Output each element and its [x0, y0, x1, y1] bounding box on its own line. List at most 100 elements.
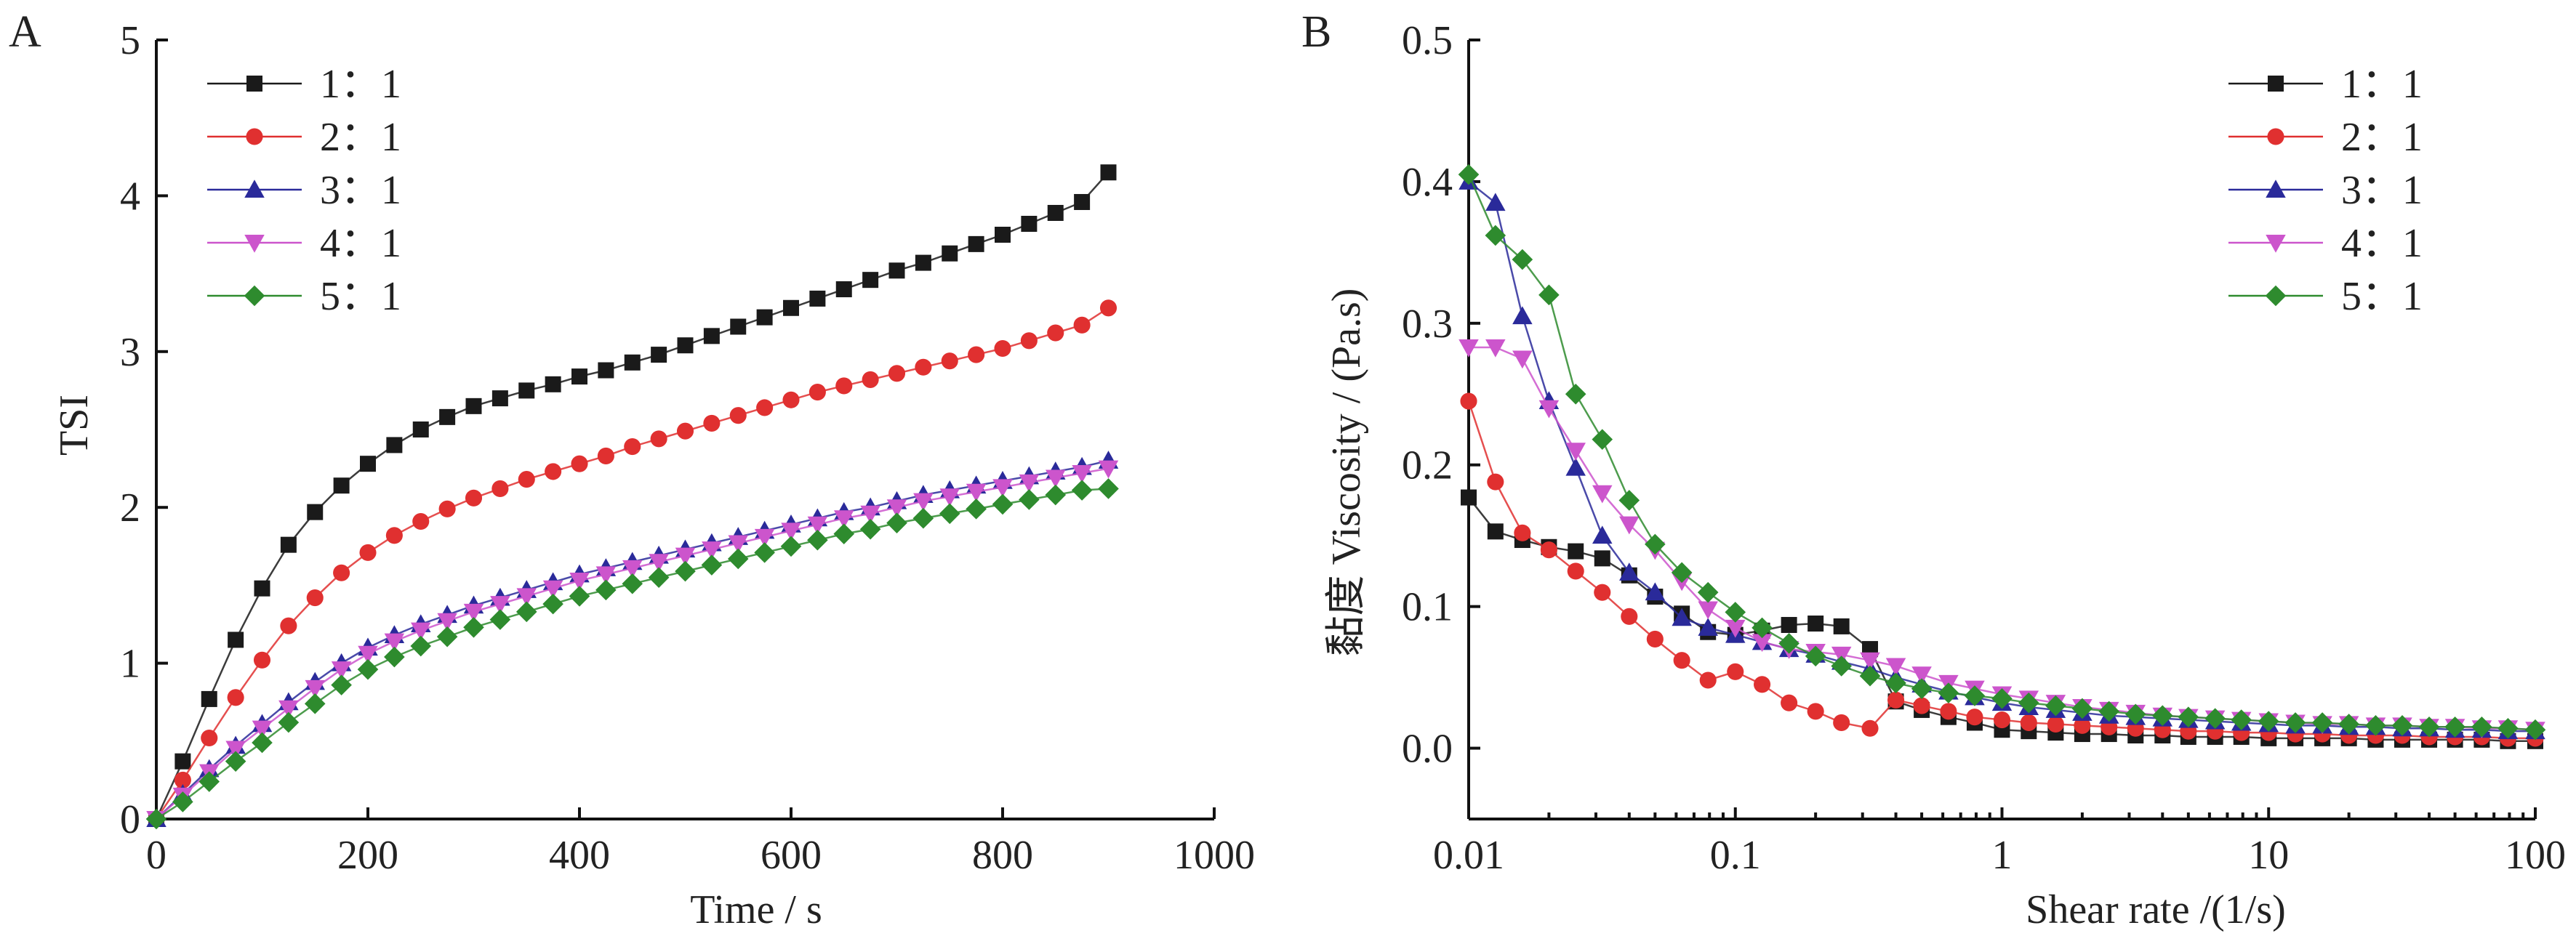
panel-a-series-5-point — [463, 616, 484, 638]
panel-a-series-2-point — [412, 512, 430, 531]
panel-b-series-5-point — [1831, 655, 1852, 677]
panel-b-series-3-point — [1619, 562, 1640, 581]
panel-b-series-2-point — [1540, 541, 1557, 559]
panel-b-series-2-point — [1807, 703, 1824, 720]
panel-a-x-tick-label: 200 — [337, 833, 398, 878]
panel-a-series-5-point — [675, 560, 696, 582]
panel-a-x-tick-label: 600 — [761, 833, 822, 878]
panel-b-series-2-point — [1567, 562, 1584, 580]
panel-a-x-tick-label: 800 — [972, 833, 1033, 878]
panel-b-series-2-point — [1887, 691, 1905, 709]
panel-a-series-4-point — [358, 645, 378, 664]
panel-b-series-5-point — [2444, 717, 2465, 738]
panel-a-series-1-point — [465, 398, 482, 414]
panel-a-series-1-point — [730, 318, 747, 335]
panel-b-series-4-point — [1860, 652, 1880, 671]
panel-a-series-2-point — [333, 564, 350, 581]
panel-a-series-4-point — [252, 720, 273, 739]
panel-a-series-4-point — [834, 510, 854, 528]
panel-b-series-5-point — [1778, 633, 1799, 654]
panel-b-series-line-4 — [1469, 346, 2536, 731]
panel-a-series-2-point — [306, 589, 324, 607]
panel-b-series-5-point — [1911, 678, 1933, 699]
panel-a-series-4-point — [966, 483, 987, 502]
panel-b-series-5-point — [2152, 705, 2173, 727]
panel-b-series-2-point — [1699, 671, 1717, 689]
panel-a-series-1-point — [995, 227, 1011, 243]
panel-a-series-1-point — [386, 437, 403, 453]
panel-a-series-2-point — [491, 480, 509, 498]
panel-b-series-5-point — [1859, 665, 1881, 687]
panel-a-series-4-point — [542, 580, 563, 599]
panel-b-series-5-point — [2071, 698, 2093, 719]
panel-b-y-tick-label: 0.3 — [1402, 302, 1453, 347]
panel-a-series-1-point — [174, 753, 191, 770]
panel-a-y-tick-label: 5 — [120, 18, 140, 63]
panel-b-series-2-point — [1514, 524, 1531, 541]
panel-a-series-1-point — [307, 504, 324, 520]
panel-a-series-2-point — [385, 527, 403, 544]
panel-a-series-4-point — [305, 679, 325, 698]
panel-a-series-2-point — [624, 438, 641, 456]
panel-a-series-line-4 — [156, 467, 1109, 820]
panel-a-legend-marker-4 — [244, 235, 265, 253]
panel-a-x-axis-label: Time / s — [690, 887, 822, 932]
panel-b-series-2-point — [1993, 711, 2011, 729]
panel-b-series-4-point — [1485, 339, 1506, 358]
panel-a-series-4-point — [1098, 460, 1119, 479]
panel-a-series-2-point — [703, 414, 721, 432]
panel-a-series-4-point — [225, 741, 246, 759]
panel-b-series-5-point — [2178, 706, 2199, 727]
panel-a-series-5-point — [1098, 478, 1119, 499]
panel-b-series-3-point — [1592, 525, 1613, 544]
panel-a-series-5-point — [939, 503, 960, 525]
panel-b-series-5-point — [2418, 717, 2440, 738]
panel-a-series-5-point — [515, 601, 537, 623]
panel-a-series-4-point — [1019, 474, 1040, 493]
panel-a-y-axis-label: TSI — [52, 395, 97, 456]
panel-a-series-4-point — [781, 523, 801, 541]
panel-a-legend-marker-3 — [244, 179, 265, 198]
panel-b-series-5-point — [2311, 712, 2333, 733]
panel-b-legend-label-2: 2：1 — [2341, 115, 2423, 160]
panel-a-series-2-point — [174, 771, 191, 788]
panel-a-series-1-point — [835, 281, 852, 298]
panel-b-series-5-point — [2231, 709, 2252, 730]
panel-b-series-5-point — [2338, 714, 2359, 735]
panel-b-series-2-point — [1833, 714, 1850, 732]
panel-a-legend-marker-1 — [246, 76, 262, 92]
panel-a-series-5-point — [569, 586, 590, 607]
panel-a-legend-label-1: 1：1 — [320, 62, 401, 107]
panel-b-series-1-point — [1568, 543, 1584, 560]
panel-a-series-2-point — [862, 371, 879, 388]
panel-b-legend-marker-4 — [2266, 235, 2286, 253]
panel-a-legend-marker-5 — [244, 285, 265, 307]
panel-a-series-4-point — [411, 622, 431, 641]
panel-a-series-5-point — [859, 518, 881, 540]
panel-b-series-1-point — [1594, 550, 1610, 567]
panel-b-legend-label-1: 1：1 — [2341, 62, 2423, 107]
panel-a-series-2-point — [968, 346, 985, 363]
panel-a-y-tick-label: 2 — [120, 485, 140, 531]
panel-b-y-tick-label: 0.1 — [1402, 585, 1453, 630]
panel-b-series-4-point — [1565, 443, 1586, 461]
panel-a-series-1-point — [677, 337, 694, 354]
panel-a-series-5-point — [542, 593, 563, 615]
panel-a-series-4-point — [384, 633, 405, 652]
panel-a-series-1-point — [360, 456, 376, 472]
panel-b-x-tick-label: 100 — [2505, 833, 2566, 878]
panel-a-series-5-point — [1019, 489, 1040, 510]
panel-a: A Time / s TSI 0 200 400 600 800 1000 0 1 2 3 4 5 1：… — [9, 7, 1255, 932]
panel-b-series-2-point — [1781, 694, 1798, 711]
panel-a-series-line-3 — [156, 459, 1109, 820]
panel-a-series-1-point — [756, 309, 773, 326]
panel-a-series-5-point — [595, 579, 617, 601]
panel-b-series-3-point — [1672, 608, 1692, 626]
panel-a-series-4-point — [675, 547, 696, 566]
panel-a-series-4-point — [1072, 465, 1092, 483]
panel-a-series-1-point — [254, 580, 270, 597]
panel-a-series-2-point — [1073, 316, 1091, 334]
panel-b-series-4-point — [1885, 658, 1906, 677]
panel-a-series-5-point — [727, 548, 749, 570]
panel-a-series-5-point — [622, 573, 643, 594]
